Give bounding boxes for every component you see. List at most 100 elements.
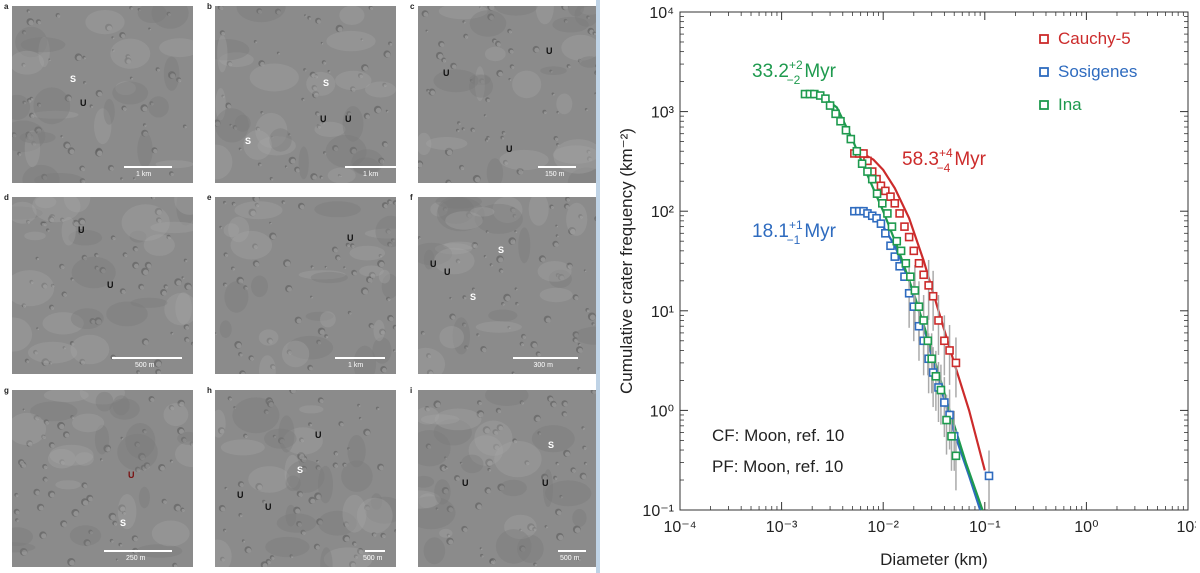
lunar-image-panel-d: U U 500 m — [12, 197, 193, 374]
data-point-ina — [927, 354, 936, 364]
lunar-image-panel-c: U U U 150 m — [418, 6, 599, 183]
lunar-image-panel-a: S U 1 km — [12, 6, 193, 183]
data-point-sosigenes — [876, 219, 886, 228]
scale-bar-label: 250 m — [126, 555, 146, 562]
axis-ticks: 10⁻⁴ 10⁻³ 10⁻² 10⁻¹ 10⁰ 10¹ 10⁻¹ 10⁰ 10¹ 10² 10³ 10… — [642, 5, 1196, 536]
x-tick-label: 10⁻¹ — [969, 519, 1001, 536]
age-annotation: 58.3+4 −4 Myr — [902, 146, 987, 175]
annotations: 33.2+2 −2 Myr 58.3+4 −4 Myr 18.1+1 −1 Myr CF: Moo… — [712, 58, 987, 476]
data-points — [800, 89, 994, 510]
data-point-ina — [831, 109, 840, 119]
data-point-sosigenes — [886, 241, 895, 251]
data-point-cauchy-5 — [909, 246, 919, 256]
lunar-image-panel-b: S S U U 1 km — [215, 6, 396, 183]
scale-bar — [124, 166, 172, 168]
data-point-ina — [910, 286, 920, 295]
terrain-label: U — [345, 114, 352, 124]
data-point-sosigenes — [940, 398, 949, 407]
y-tick-label: 10² — [651, 204, 675, 221]
legend-label-sosigenes: Sosigenes — [1058, 62, 1137, 81]
terrain-label: S — [70, 74, 77, 84]
panel-letter-i: i — [410, 386, 413, 395]
lunar-image-panel-h: U S U U 500 m — [215, 390, 396, 567]
data-point-cauchy-5 — [900, 222, 909, 231]
reference-note: PF: Moon, ref. 10 — [712, 457, 843, 476]
data-point-sosigenes — [914, 321, 924, 331]
data-point-sosigenes — [872, 213, 881, 223]
scale-bar — [112, 357, 182, 359]
terrain-label: U — [78, 225, 85, 235]
terrain-label: S — [548, 440, 555, 450]
data-point-ina — [825, 101, 835, 110]
terrain-label: U — [315, 430, 322, 440]
data-point-ina — [887, 222, 897, 231]
scale-bar-label: 500 m — [135, 362, 155, 369]
data-point-ina — [852, 146, 862, 156]
terrain-label: U — [542, 478, 549, 488]
data-point-cauchy-5 — [924, 281, 933, 290]
reference-note: CF: Moon, ref. 10 — [712, 426, 844, 445]
terrain-texture — [215, 197, 396, 374]
lunar-image-panel-f: S S U U 300 m — [418, 197, 599, 374]
y-tick-label: 10¹ — [651, 304, 674, 321]
data-point-sosigenes — [881, 228, 890, 238]
terrain-label: U — [546, 46, 553, 56]
panel-letter-f: f — [410, 193, 413, 202]
scale-bar — [538, 166, 576, 168]
data-point-cauchy-5 — [940, 336, 949, 346]
data-point-ina — [892, 236, 902, 246]
terrain-texture — [418, 6, 599, 183]
panel-letter-g: g — [4, 386, 9, 395]
x-axis-label: Diameter (km) — [880, 550, 988, 569]
lunar-image-panel-e: U 1 km — [215, 197, 396, 374]
data-point-ina — [846, 134, 856, 144]
data-point-ina — [883, 209, 892, 218]
data-point-ina — [867, 174, 877, 184]
panel-letter-e: e — [207, 193, 212, 202]
scale-bar — [104, 550, 172, 552]
data-point-cauchy-5 — [876, 181, 886, 191]
data-point-cauchy-5 — [904, 232, 914, 242]
y-tick-label: 10⁴ — [649, 5, 674, 22]
scale-bar — [558, 550, 586, 552]
data-point-cauchy-5 — [951, 358, 961, 368]
data-point-ina — [896, 246, 906, 256]
data-point-ina — [841, 125, 851, 135]
legend-marker-ina — [1039, 100, 1049, 110]
age-annotation: 33.2+2 −2 Myr — [752, 58, 837, 87]
data-point-cauchy-5 — [928, 291, 938, 301]
terrain-texture — [215, 390, 396, 567]
terrain-label: U — [128, 470, 135, 480]
terrain-label: U — [506, 144, 513, 154]
data-point-ina — [863, 167, 872, 176]
terrain-label: U — [462, 478, 469, 488]
terrain-label: U — [430, 259, 437, 269]
terrain-label: S — [297, 465, 304, 475]
data-point-ina — [857, 159, 867, 168]
terrain-label: S — [323, 78, 330, 88]
scale-bar-label: 500 m — [560, 555, 580, 562]
data-point-sosigenes — [890, 252, 900, 261]
panel-letter-a: a — [4, 2, 9, 11]
terrain-label: U — [347, 233, 354, 243]
data-point-ina — [936, 385, 946, 395]
terrain-texture — [215, 6, 396, 183]
data-point-ina — [942, 415, 951, 425]
terrain-label: U — [444, 267, 451, 277]
scale-bar-label: 1 km — [348, 362, 364, 369]
x-tick-label: 10¹ — [1176, 519, 1196, 536]
data-point-ina — [931, 371, 941, 381]
data-point-cauchy-5 — [945, 346, 954, 355]
scale-bar-label: 500 m — [363, 555, 383, 562]
scale-bar-label: 300 m — [533, 362, 553, 369]
y-tick-label: 10⁻¹ — [642, 503, 674, 520]
y-tick-label: 10³ — [651, 105, 675, 122]
panel-letter-h: h — [207, 386, 212, 395]
plot-frame — [679, 11, 1189, 511]
legend-marker-cauchy-5 — [1039, 34, 1049, 44]
terrain-label: U — [237, 490, 244, 500]
legend-marker-sosigenes — [1039, 67, 1049, 77]
terrain-texture — [12, 6, 193, 183]
scale-bar-label: 150 m — [545, 171, 565, 178]
data-point-cauchy-5 — [881, 186, 890, 196]
